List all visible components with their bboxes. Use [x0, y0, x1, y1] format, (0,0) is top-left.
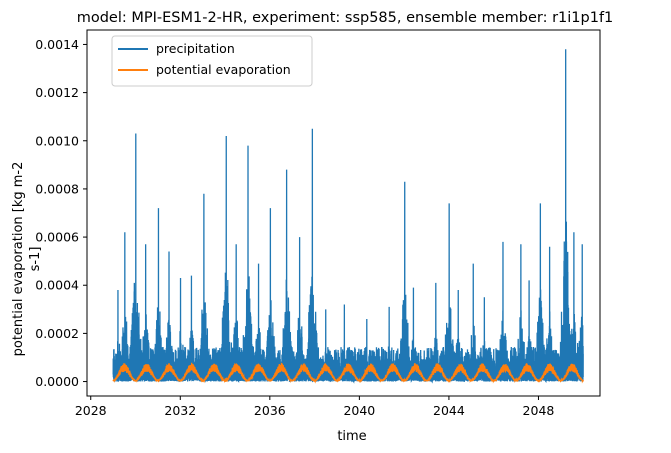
y-axis-title-line1: potential evaporation [kg m-2 [11, 162, 26, 357]
y-tick-label: 0.0014 [35, 37, 79, 52]
series-line-precipitation [112, 49, 584, 384]
legend-box [111, 35, 313, 87]
x-tick-label: 2044 [433, 403, 465, 418]
y-tick-label: 0.0002 [35, 326, 79, 341]
x-tick-label: 2040 [343, 403, 375, 418]
legend: precipitation potential evaporation [111, 35, 313, 87]
y-axis: 0.0000 0.0002 0.0004 0.0006 0.0008 0.0010 0.00… [35, 37, 87, 389]
x-tick-label: 2028 [75, 403, 107, 418]
y-tick-label: 0.0008 [35, 181, 79, 196]
chart-title: model: MPI-ESM1-2-HR, experiment: ssp585… [77, 10, 614, 26]
plot-frame [86, 29, 601, 397]
legend-label-potential-evaporation: potential evaporation [156, 62, 291, 77]
x-axis-title: time [337, 429, 366, 444]
x-axis: 2028 2032 2036 2040 2044 2048 [75, 396, 555, 418]
x-tick-label: 2032 [164, 403, 196, 418]
y-tick-label: 0.0000 [35, 374, 79, 389]
y-tick-label: 0.0004 [35, 278, 79, 293]
series-layer [112, 49, 584, 384]
x-tick-label: 2048 [523, 403, 555, 418]
legend-label-precipitation: precipitation [156, 41, 235, 56]
y-tick-label: 0.0012 [35, 85, 79, 100]
series-line-potential-evaporation [112, 362, 584, 384]
y-tick-label: 0.0010 [35, 133, 79, 148]
y-tick-label: 0.0006 [35, 230, 79, 245]
x-tick-label: 2036 [254, 403, 286, 418]
y-axis-title-line2: s-1] [28, 247, 43, 272]
